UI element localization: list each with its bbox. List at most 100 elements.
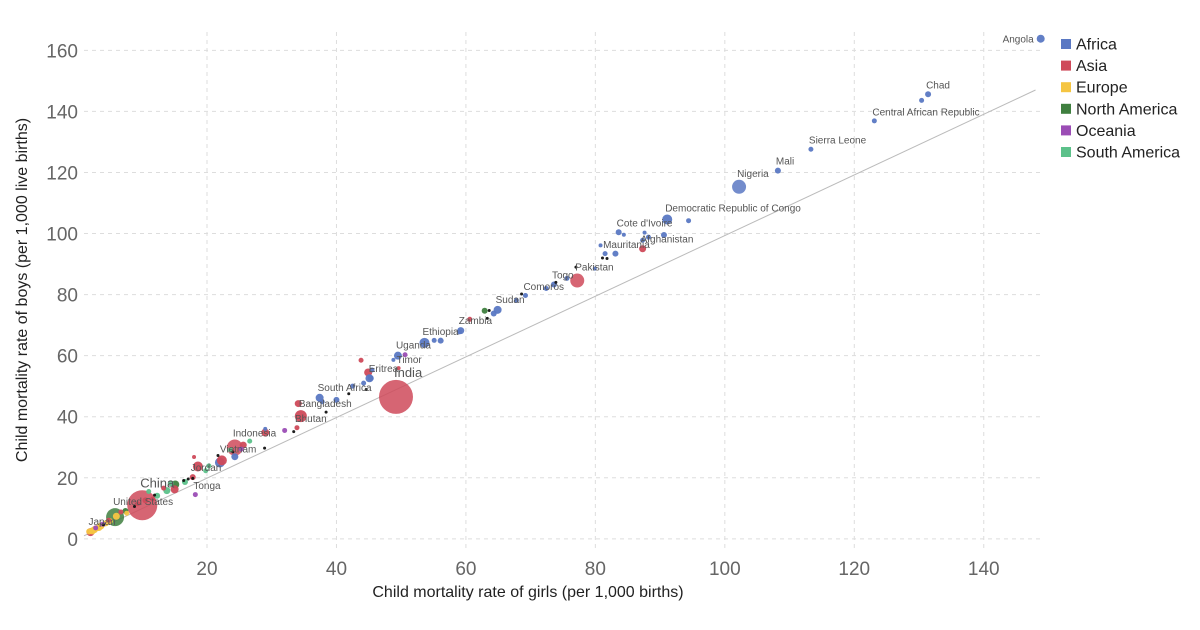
- data-point: [319, 399, 325, 405]
- x-tick-label: 60: [455, 559, 476, 580]
- point-label: Sudan: [496, 295, 525, 306]
- data-point: [431, 337, 437, 343]
- data-point: [192, 455, 197, 460]
- data-point: [686, 218, 692, 224]
- point-label: South Africa: [318, 383, 372, 394]
- x-tick-label: 20: [196, 559, 217, 580]
- data-point: [282, 427, 288, 433]
- legend-label: South America: [1076, 145, 1180, 162]
- data-point: [456, 329, 462, 335]
- data-point: [261, 428, 270, 437]
- data-point: [402, 352, 408, 358]
- data-point: [216, 453, 220, 457]
- data-point: [142, 497, 149, 504]
- data-point: [543, 285, 549, 291]
- data-point: [481, 307, 488, 314]
- y-tick-label: 100: [46, 225, 78, 246]
- point-label: United States: [113, 497, 173, 508]
- data-point: [86, 528, 93, 535]
- data-point: [347, 392, 351, 396]
- point-label: Chad: [926, 80, 950, 91]
- point-label: Comoros: [523, 282, 564, 293]
- data-point: [146, 489, 152, 495]
- data-point: [106, 517, 112, 523]
- x-tick-label: 120: [838, 559, 870, 580]
- data-point: [101, 523, 105, 527]
- point-label: Timor: [397, 355, 423, 366]
- legend-swatch: [1061, 103, 1071, 114]
- y-tick-label: 40: [57, 408, 78, 429]
- data-point: [660, 232, 667, 239]
- data-point: [161, 485, 167, 491]
- data-point: [192, 461, 203, 472]
- legend-label: Oceania: [1076, 123, 1136, 140]
- reference-line: [83, 89, 1036, 537]
- data-point-labeled: [871, 118, 877, 124]
- data-point: [93, 525, 99, 531]
- data-point: [132, 504, 136, 508]
- data-point: [350, 383, 356, 389]
- data-point: [361, 380, 367, 386]
- point-label: Bhutan: [295, 414, 327, 425]
- data-point: [263, 426, 268, 431]
- data-point-labeled: [639, 245, 647, 253]
- data-point: [554, 280, 558, 284]
- data-point: [333, 396, 340, 403]
- axis-ticks: 20 40 60 80 100 120 140 0 20 40 60 80 100 120 140 160: [46, 41, 999, 580]
- point-label: Tonga: [193, 481, 221, 492]
- data-point: [170, 485, 179, 494]
- legend-swatch: [1061, 125, 1071, 136]
- data-point: [592, 266, 597, 271]
- data-point: [574, 265, 578, 269]
- point-label: Indonesia: [233, 429, 277, 440]
- data-point: [919, 97, 925, 103]
- point-label: Japan: [88, 517, 115, 528]
- data-point: [206, 463, 212, 469]
- data-point-labeled: [808, 146, 814, 152]
- data-point: [598, 243, 603, 248]
- data-point: [520, 292, 524, 296]
- data-point-labeled: [294, 425, 300, 431]
- data-point: [167, 480, 174, 487]
- data-point-labeled: [419, 337, 430, 348]
- point-label: Mali: [776, 157, 794, 168]
- legend-swatch: [1061, 147, 1071, 157]
- point-label: Angola: [1003, 35, 1035, 46]
- legend-swatch: [1061, 82, 1071, 93]
- data-point: [186, 477, 190, 481]
- x-axis-title: Child mortality rate of girls (per 1,000…: [372, 584, 683, 601]
- y-tick-label: 140: [46, 102, 78, 123]
- x-tick-label: 100: [709, 559, 741, 580]
- y-tick-label: 0: [67, 530, 78, 551]
- data-point: [640, 237, 646, 243]
- data-point: [135, 501, 141, 507]
- data-point: [621, 232, 626, 237]
- data-point: [513, 297, 519, 303]
- legend-label: North America: [1076, 101, 1177, 118]
- point-label: Pakistan: [575, 263, 613, 274]
- data-point: [238, 446, 244, 452]
- data-point: [294, 400, 302, 408]
- data-point: [247, 438, 253, 444]
- data-point: [182, 479, 186, 483]
- data-point-labeled: [662, 214, 673, 225]
- data-point-labeled: [192, 492, 198, 498]
- point-label: Jordan: [191, 463, 222, 474]
- legend-label: Europe: [1076, 80, 1128, 97]
- y-tick-label: 60: [57, 347, 78, 368]
- y-tick-label: 20: [57, 469, 78, 490]
- data-point-labeled: [378, 379, 413, 414]
- point-label: Eritrea: [369, 364, 399, 375]
- point-label: Ethiopia: [422, 327, 459, 338]
- data-point: [112, 512, 120, 520]
- x-tick-label: 40: [326, 559, 347, 580]
- data-point: [605, 257, 609, 261]
- data-point: [364, 388, 368, 392]
- data-point: [612, 250, 619, 257]
- data-point: [124, 510, 130, 516]
- point-label: Sierra Leone: [809, 136, 867, 147]
- point-label: Togo: [552, 271, 574, 282]
- data-point-labeled: [522, 292, 528, 298]
- data-point: [485, 316, 489, 320]
